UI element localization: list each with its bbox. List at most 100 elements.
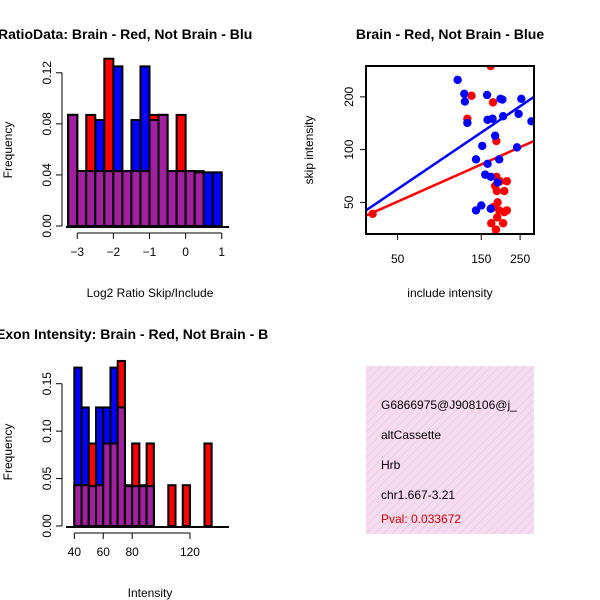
scatter-point-not-brain xyxy=(517,94,526,103)
hist-bar-not-brain xyxy=(211,171,223,227)
y-tick-label: 0.08 xyxy=(40,112,54,136)
scatter-point-not-brain xyxy=(471,206,481,215)
hist-bar-not-brain xyxy=(202,171,214,227)
scatter-point-not-brain xyxy=(486,172,495,181)
hist-bar-brain xyxy=(167,484,177,527)
scatter-point-brain xyxy=(486,66,495,71)
scatter-point-brain xyxy=(491,225,501,234)
scatter-point-not-brain xyxy=(514,109,523,119)
scatter-point-not-brain xyxy=(527,117,534,126)
y-tick-label: 0.10 xyxy=(40,419,54,443)
hist-bar-overlap xyxy=(138,485,148,528)
hist-bar-overlap xyxy=(67,113,79,227)
scatter-point-not-brain xyxy=(488,114,497,123)
hist-bar-overlap xyxy=(121,170,133,227)
info-panel-background xyxy=(366,366,534,534)
hist-bar-brain xyxy=(203,442,213,527)
y-tick-label: 0.05 xyxy=(40,467,54,491)
hist-bar-overlap xyxy=(85,170,97,227)
info-pval: Pval: 0.033672 xyxy=(381,512,461,526)
hist-bar-brain xyxy=(181,484,191,527)
y-tick-label: 0.00 xyxy=(40,514,54,538)
x-tick-label: 50 xyxy=(391,252,405,266)
info-location: chr1.667-3.21 xyxy=(381,488,455,502)
intensity-scatter-title: Brain - Red, Not Brain - Blue xyxy=(356,26,544,42)
hist-bar-overlap xyxy=(131,485,141,528)
y-tick-label: 0.15 xyxy=(40,372,54,396)
x-tick-label: −3 xyxy=(70,245,84,259)
intensity-scatter-xlabel: include intensity xyxy=(407,286,492,300)
hist-bar-overlap xyxy=(123,485,134,528)
scatter-point-not-brain xyxy=(478,141,487,151)
y-tick-label: 0.00 xyxy=(40,214,54,238)
hist-bar-overlap xyxy=(193,171,205,227)
fit-line-brain xyxy=(366,139,534,217)
x-tick-label: −2 xyxy=(107,245,121,259)
x-tick-label: 0 xyxy=(182,245,189,259)
scatter-point-not-brain xyxy=(493,178,502,187)
scatter-point-brain xyxy=(467,91,476,100)
info-panel: G6866975@J908106@j_ altCassette Hrb chr1… xyxy=(366,366,534,534)
hist-bar-overlap xyxy=(157,113,169,227)
y-tick-label: 50 xyxy=(342,195,356,209)
scatter-point-brain xyxy=(487,219,496,228)
ratio-histogram-ylabel: Frequency xyxy=(1,122,15,179)
x-tick-label: −1 xyxy=(143,245,157,259)
exon-histogram-xlabel: Intensity xyxy=(128,586,173,600)
x-tick-label: 60 xyxy=(97,545,111,559)
scatter-point-brain xyxy=(502,177,512,186)
intensity-scatter-ylabel: skip intensity xyxy=(302,116,316,185)
hist-bar-overlap xyxy=(95,484,105,527)
info-probe-id: G6866975@J908106@j_ xyxy=(381,398,517,412)
hist-bar-overlap xyxy=(76,170,88,227)
info-event-type: altCassette xyxy=(381,428,441,442)
x-tick-label: 80 xyxy=(125,545,139,559)
hist-bar-overlap xyxy=(103,170,115,227)
scatter-point-not-brain xyxy=(495,155,504,164)
exon-intensity-histogram: Exon Intensity: Brain - Red, Not Brain -… xyxy=(0,326,268,600)
scatter-point-brain xyxy=(493,213,502,222)
hist-bar-overlap xyxy=(130,170,142,227)
scatter-point-not-brain xyxy=(453,75,462,85)
scatter-point-not-brain xyxy=(486,204,495,213)
exon-histogram-ylabel: Frequency xyxy=(1,424,15,481)
y-tick-label: 0.12 xyxy=(40,61,54,85)
scatter-point-brain xyxy=(502,206,512,215)
y-tick-label: 0.04 xyxy=(40,163,54,187)
hist-bar-overlap xyxy=(112,170,124,227)
scatter-point-not-brain xyxy=(483,159,492,168)
x-tick-label: 150 xyxy=(471,252,491,266)
hist-bar-overlap xyxy=(87,485,98,528)
hist-bar-overlap xyxy=(102,442,112,527)
scatter-point-not-brain xyxy=(482,90,492,100)
x-tick-label: 1 xyxy=(218,245,225,259)
exon-histogram-title: Exon Intensity: Brain - Red, Not Brain -… xyxy=(0,326,268,342)
hist-bar-overlap xyxy=(166,170,178,227)
x-tick-label: 250 xyxy=(510,252,530,266)
scatter-point-not-brain xyxy=(460,89,469,99)
hist-bar-overlap xyxy=(175,170,187,227)
y-tick-label: 100 xyxy=(342,139,356,159)
hist-bar-overlap xyxy=(139,170,151,227)
scatter-point-not-brain xyxy=(512,143,522,152)
info-gene: Hrb xyxy=(381,458,401,472)
fit-line-not-brain xyxy=(366,95,534,212)
hist-bar-overlap xyxy=(184,170,196,227)
hist-bar-overlap xyxy=(116,406,126,527)
ratio-histogram: RatioData: Brain - Red, Not Brain - Blu … xyxy=(0,26,252,300)
y-tick-label: 200 xyxy=(342,87,356,107)
scatter-point-brain xyxy=(500,186,509,196)
hist-bar-overlap xyxy=(73,484,83,527)
x-tick-label: 120 xyxy=(180,545,200,559)
hist-bar-overlap xyxy=(145,485,155,528)
intensity-scatter: Brain - Red, Not Brain - Blue 50 150 250 50… xyxy=(302,26,544,300)
scatter-point-brain xyxy=(492,186,501,196)
scatter-point-not-brain xyxy=(460,97,470,106)
hist-bar-overlap xyxy=(94,170,106,227)
scatter-point-brain xyxy=(488,98,498,107)
ratio-histogram-xlabel: Log2 Ratio Skip/Include xyxy=(87,286,214,300)
scatter-point-brain xyxy=(498,219,508,228)
scatter-point-brain xyxy=(493,198,502,207)
scatter-point-not-brain xyxy=(463,118,472,128)
